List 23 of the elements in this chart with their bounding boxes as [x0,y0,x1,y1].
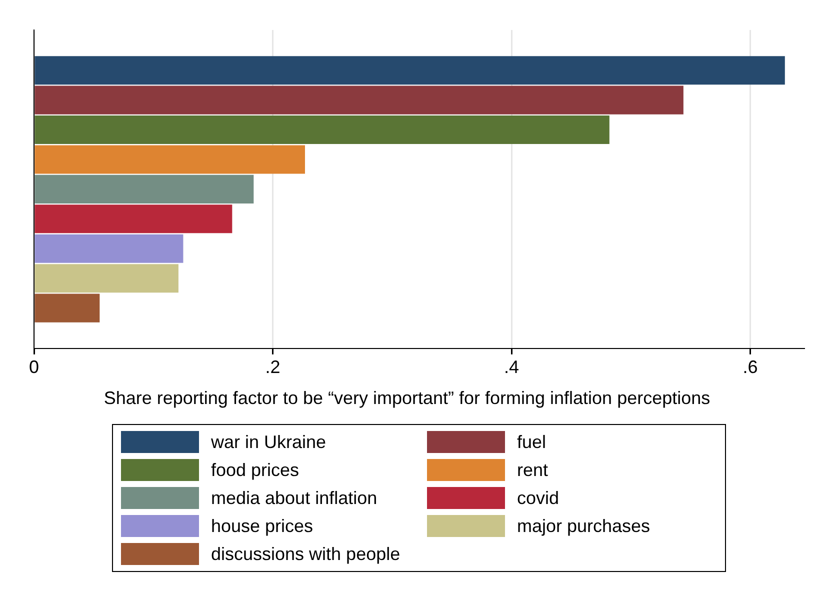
legend-label: food prices [211,460,300,480]
x-axis-title: Share reporting factor to be “very important” for forming inflation perceptions [102,388,712,409]
bar [34,86,684,114]
legend-label: war in Ukraine [211,432,326,452]
legend-label: discussions with people [211,544,400,564]
bar [34,145,305,174]
bar [34,116,610,144]
legend-label: fuel [517,432,546,452]
legend-label: house prices [211,516,314,536]
legend-label: media about inflation [211,488,378,508]
bar [34,204,232,234]
bar [34,174,254,204]
x-tick-label: .2 [265,357,280,378]
bar [34,294,100,322]
bar [34,264,178,293]
legend-label: covid [517,488,560,508]
x-tick-label: .4 [504,357,520,378]
bar [34,234,184,263]
bar [34,56,785,85]
legend-label: rent [517,460,548,480]
legend-label: major purchases [517,516,650,536]
x-tick-label: .6 [742,357,758,378]
x-tick-label: 0 [28,357,40,378]
